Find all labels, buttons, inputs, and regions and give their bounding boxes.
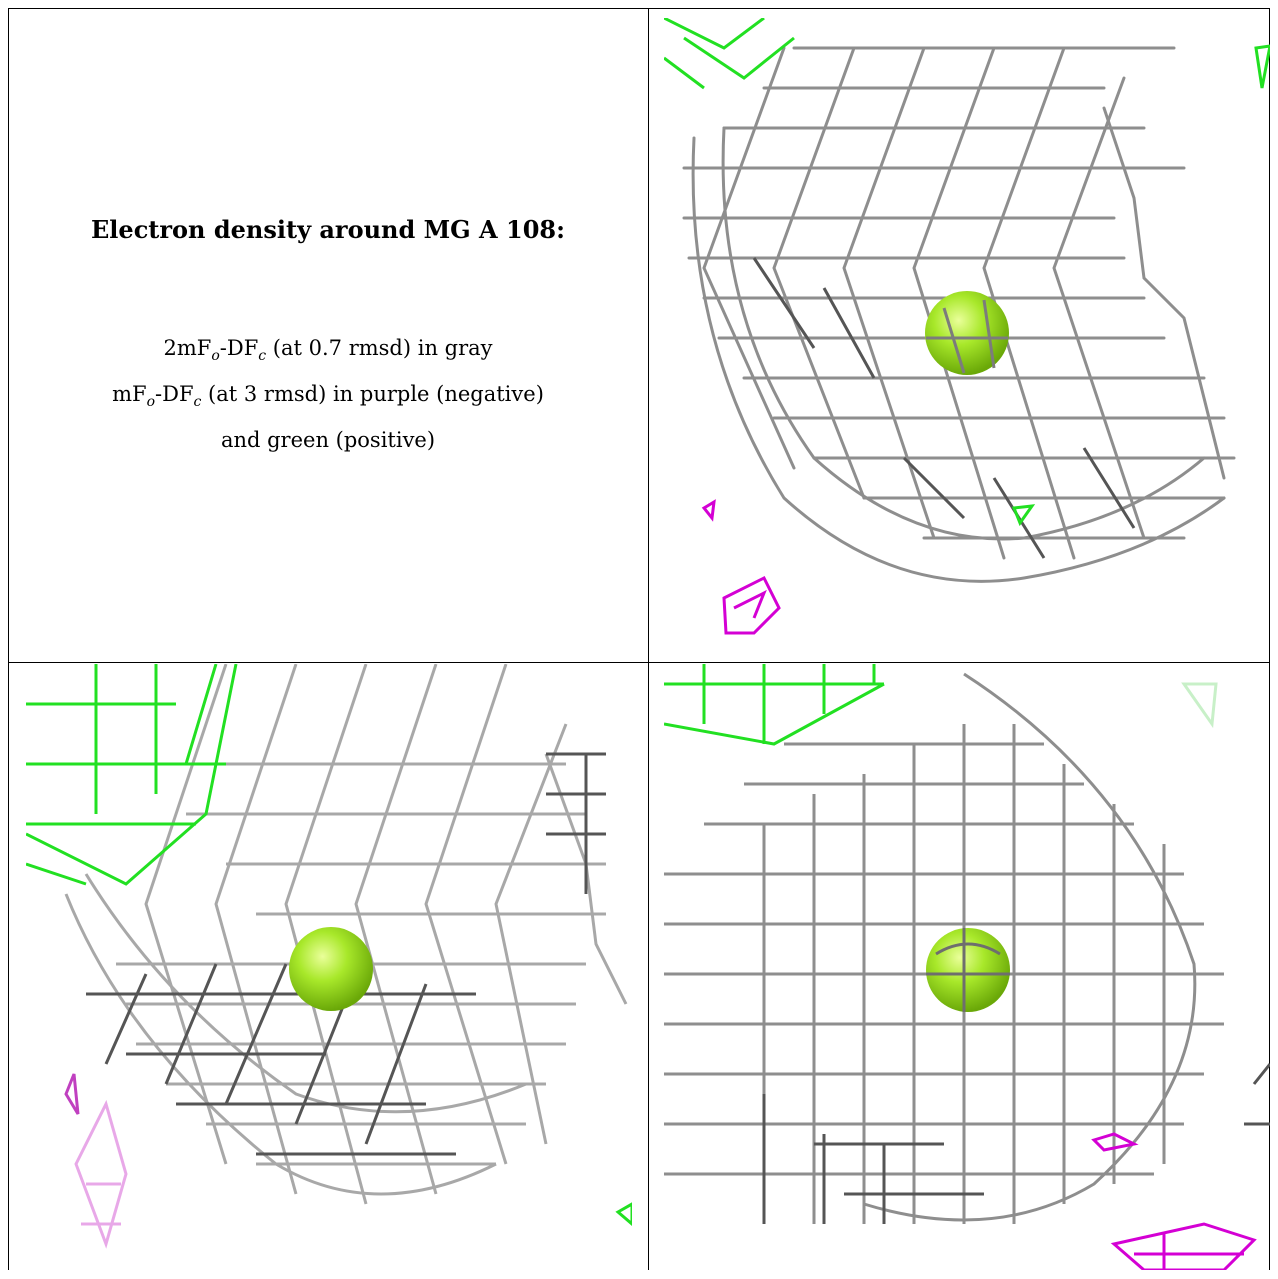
legend-panel: Electron density around MG A 108: 2mFo-D… (8, 9, 648, 663)
density-view-bottom-right (664, 664, 1270, 1270)
grid-top-rule (8, 8, 1270, 9)
legend-title: Electron density around MG A 108: (91, 215, 565, 244)
mg-atom-sphere-2 (289, 927, 373, 1011)
mesh-over-atom (926, 299, 1008, 374)
legend-lines: 2mFo-DFc (at 0.7 rmsd) in gray mFo-DFc (… (8, 329, 648, 459)
density-view-top-right (664, 18, 1270, 635)
grid-left-rule (8, 8, 9, 1270)
gray-mesh-bottom-left (64, 664, 628, 1205)
legend-line-fo-fc: mFo-DFc (at 3 rmsd) in purple (negative) (112, 382, 544, 411)
mg-atom-sphere-3 (926, 928, 1010, 1012)
dark-mesh-bottom-right (762, 1063, 1270, 1224)
green-mesh-bottom-left (26, 664, 632, 1226)
green-mesh-top-right (664, 18, 1270, 527)
density-view-bottom-left (26, 664, 632, 1249)
purple-mesh-bottom-left (74, 1099, 128, 1249)
mg-atom-sphere (925, 291, 1009, 375)
purple-mesh-top-right (701, 499, 781, 635)
legend-line-2fo-fc: 2mFo-DFc (at 0.7 rmsd) in gray (163, 336, 493, 365)
view-bottom-right (664, 664, 1270, 1270)
legend-line-green: and green (positive) (220, 428, 436, 453)
mesh-over-atom-3 (926, 928, 1010, 1012)
purple-mesh-bottom-right (1091, 1132, 1257, 1270)
green-mesh-bottom-right (664, 664, 885, 746)
dark-mesh-edges-top-right (752, 257, 1136, 559)
dark-mesh-bottom-left (86, 752, 606, 1156)
grid-right-rule (1269, 8, 1270, 1270)
grid-middle-horizontal-rule (8, 662, 1270, 663)
view-top-right (664, 18, 1270, 636)
purple-mesh-dark-bottom-left (64, 1073, 80, 1115)
view-bottom-left (26, 664, 632, 1270)
green-mesh-faint-bottom-right (1181, 682, 1218, 729)
grid-middle-vertical-rule (648, 8, 649, 1270)
